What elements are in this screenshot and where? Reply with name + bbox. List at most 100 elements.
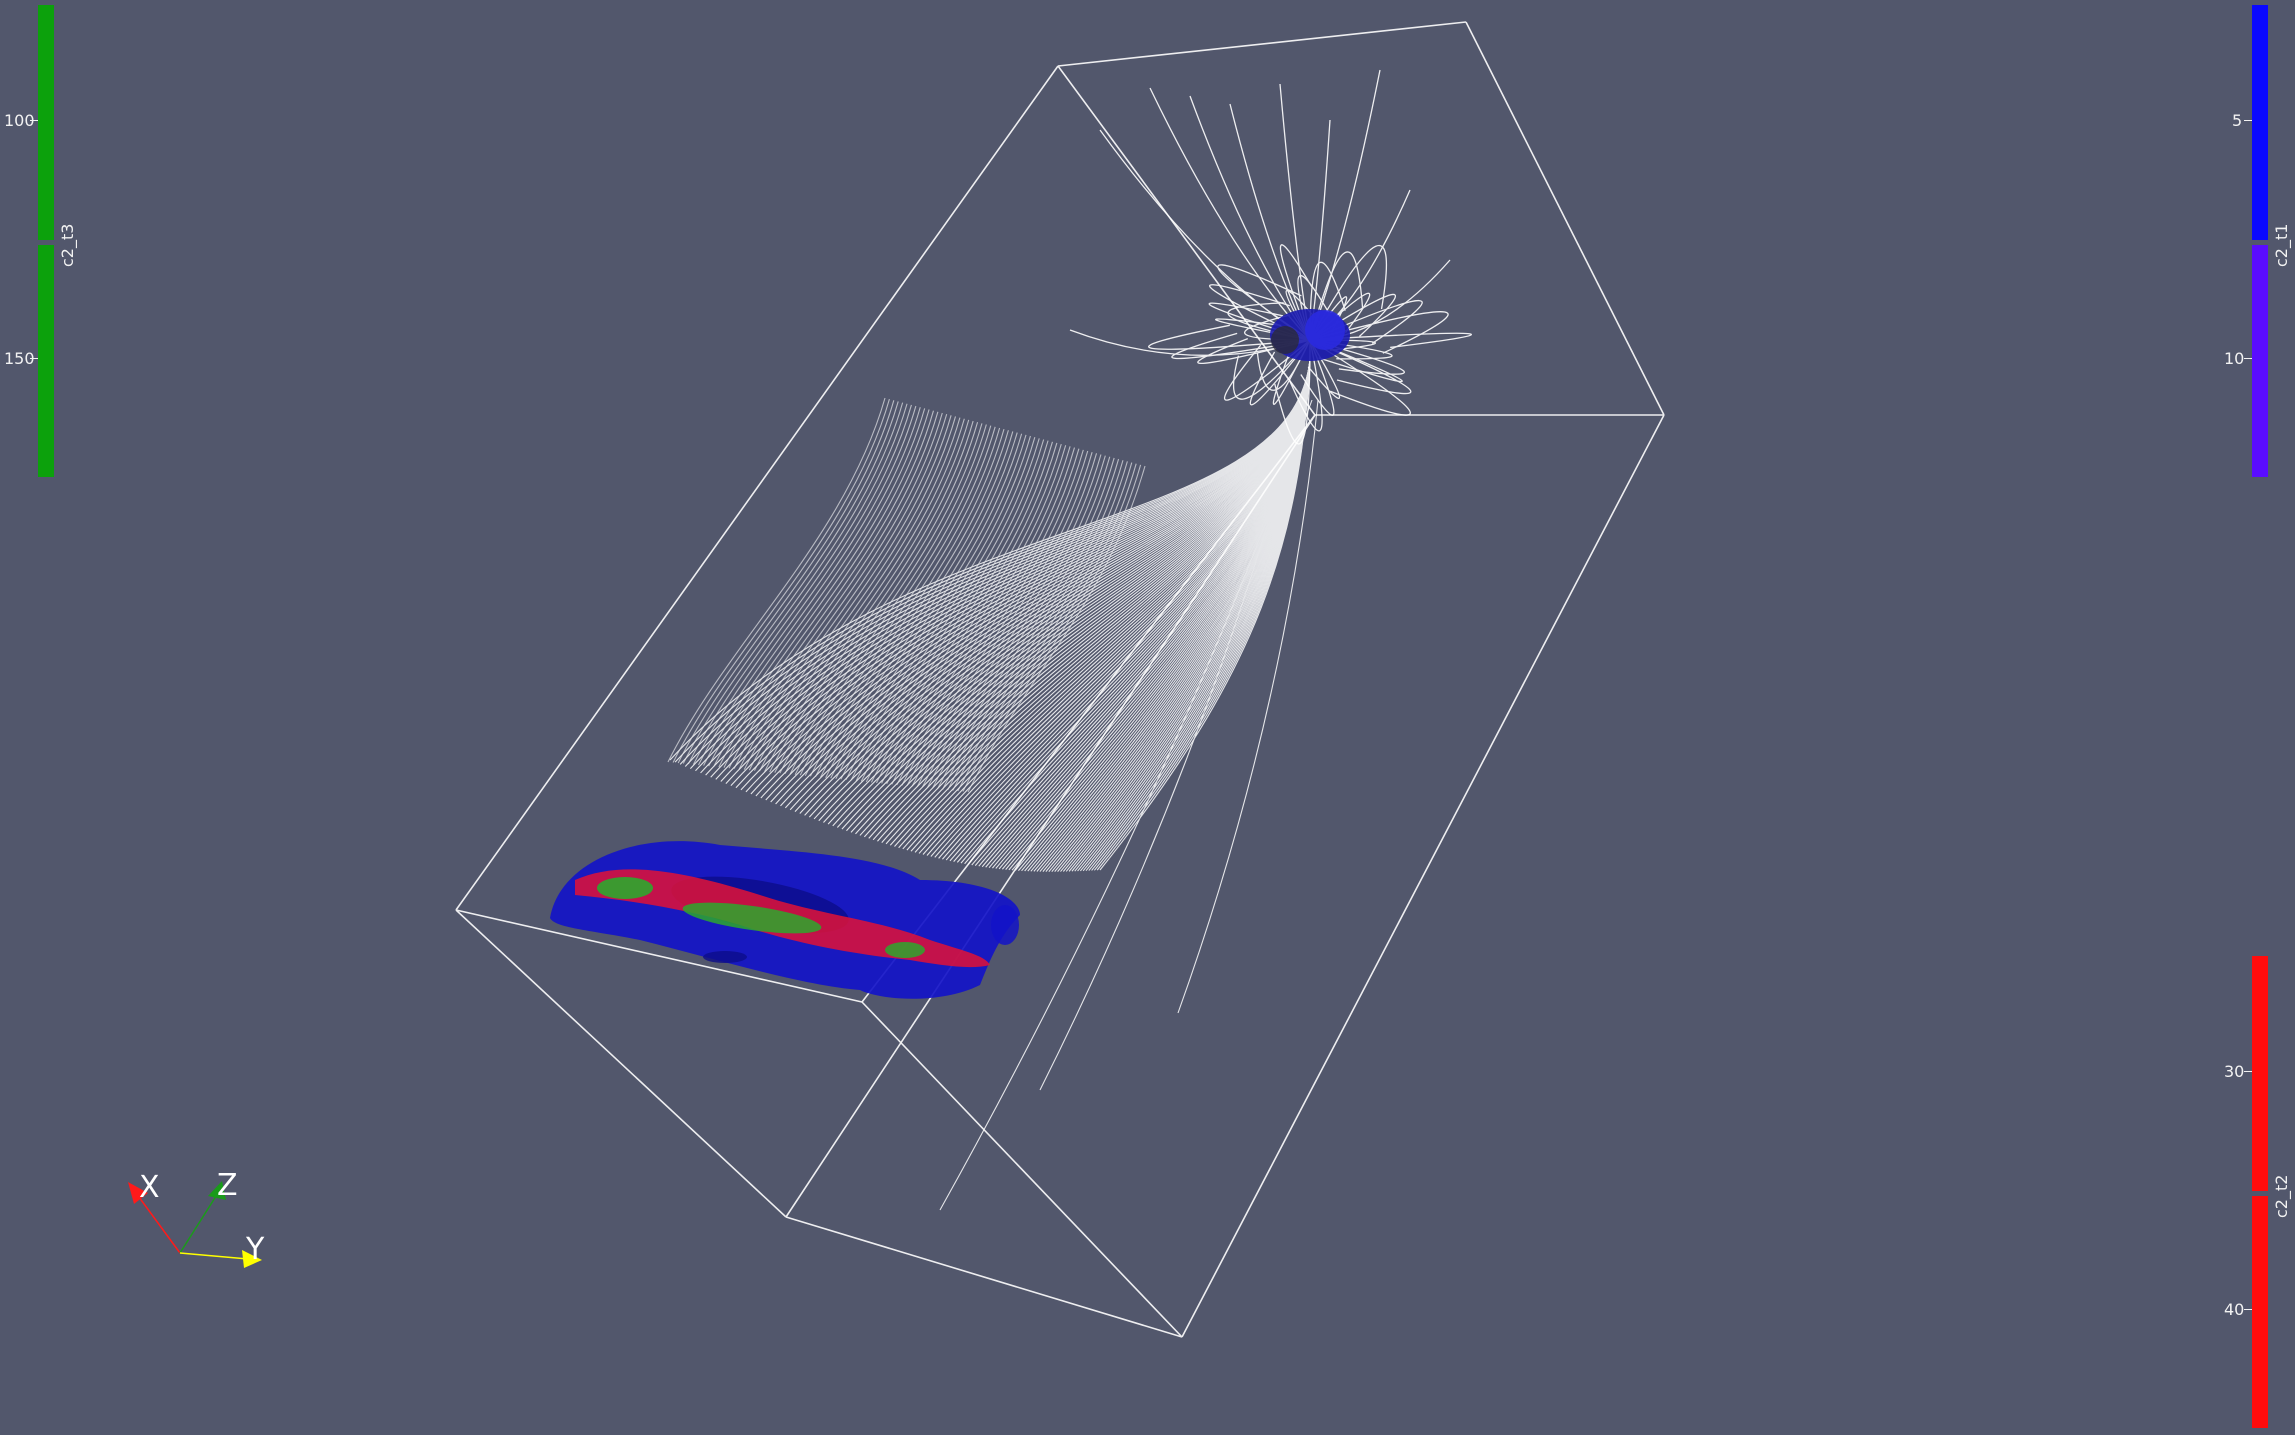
legend-tick-label: 5 [2232,111,2243,130]
streamline [830,434,1027,779]
field-loop [1232,339,1311,400]
streamline [891,448,1080,785]
streamline [870,443,1062,783]
streamline [769,420,974,773]
streamline [682,401,899,764]
legend-bar-segment [2252,5,2268,240]
color-legend-c2-t2[interactable]: 30 40 c2_t2 [2224,956,2291,1428]
streamline [753,417,961,771]
source-isosurface [1270,309,1350,361]
streamline [840,437,1036,780]
streamline [804,428,1005,776]
field-loop [1208,302,1311,341]
streamline [967,465,1146,793]
streamline [698,404,912,766]
streamline [937,458,1120,790]
streamline [672,399,890,763]
legend-tick-label: 100 [4,111,35,130]
streamline [799,427,1001,776]
streamline [921,455,1106,788]
streamline [855,440,1049,782]
streamline [845,438,1040,781]
field-loop [1307,339,1341,399]
color-legend-c2-t3[interactable]: 100 150 c2_t3 [4,5,77,477]
streamline [1177,399,1319,1014]
streamline [881,446,1071,784]
streamline [779,423,983,774]
y-axis-label: Y [246,1232,265,1267]
streamline [901,450,1089,786]
streamline [1039,409,1301,1091]
streamline [687,402,904,765]
field-loop [1300,339,1335,416]
field-loop [1309,339,1405,375]
field-loop [1309,339,1403,383]
field-loop [1288,339,1323,432]
x-axis-label: X [139,1170,160,1205]
field-loop [1309,339,1411,416]
field-loop [1171,332,1311,360]
streamline [926,456,1111,789]
z-axis-label: Z [217,1168,238,1203]
streamline [728,411,939,769]
streamline [667,397,886,763]
field-loop [1309,299,1423,344]
streamline [825,433,1023,779]
streamline [789,425,992,775]
streamline [703,405,917,766]
isosurface-cluster [550,841,1020,999]
streamline [794,426,996,775]
legend-title: c2_t2 [2272,1174,2291,1218]
streamline [695,359,1311,772]
streamline [860,441,1053,782]
streamline [713,408,926,767]
legend-bar-segment [38,245,54,477]
streamline [939,399,1313,1211]
legend-bar-segment [38,5,54,240]
streamline [896,449,1084,786]
streamline [911,453,1098,787]
field-loop [1099,129,1311,341]
orientation-axes [128,1181,262,1268]
field-loop [1149,87,1311,341]
streamline [1099,359,1311,871]
legend-title: c2_t3 [58,223,77,267]
field-loop [1209,284,1311,341]
field-loop [1224,339,1311,401]
streamline [957,463,1137,792]
field-loop [1274,339,1311,445]
streamline [738,413,948,770]
field-loop [1309,339,1412,395]
streamline [962,464,1142,792]
streamline [835,435,1031,780]
streamline [952,462,1133,791]
streamline [743,415,952,770]
streamlines [667,359,1319,1211]
legend-tick-label: 150 [4,349,35,368]
streamline [764,419,970,772]
legend-title: c2_t1 [2272,223,2291,267]
streamline [708,407,921,767]
x-axis-arrow-icon [128,1182,148,1204]
streamline [875,445,1067,784]
streamline [677,400,895,764]
streamline [774,422,979,773]
y-axis-arrow-icon [242,1250,262,1268]
streamline [733,412,943,769]
legend-tick-label: 40 [2224,1300,2245,1319]
streamline [748,416,957,771]
color-legend-c2-t1[interactable]: 5 10 c2_t1 [2224,5,2291,477]
streamline [820,432,1018,778]
streamline [916,454,1102,788]
legend-bar-segment [2252,1196,2268,1428]
legend-tick-label: 10 [2224,349,2245,368]
streamline [865,442,1058,783]
streamline [985,359,1311,868]
legend-tick-label: 30 [2224,1062,2245,1081]
field-loop [1309,332,1472,349]
field-loop [1249,339,1311,406]
streamline [942,460,1124,790]
field-loop [1148,324,1311,350]
